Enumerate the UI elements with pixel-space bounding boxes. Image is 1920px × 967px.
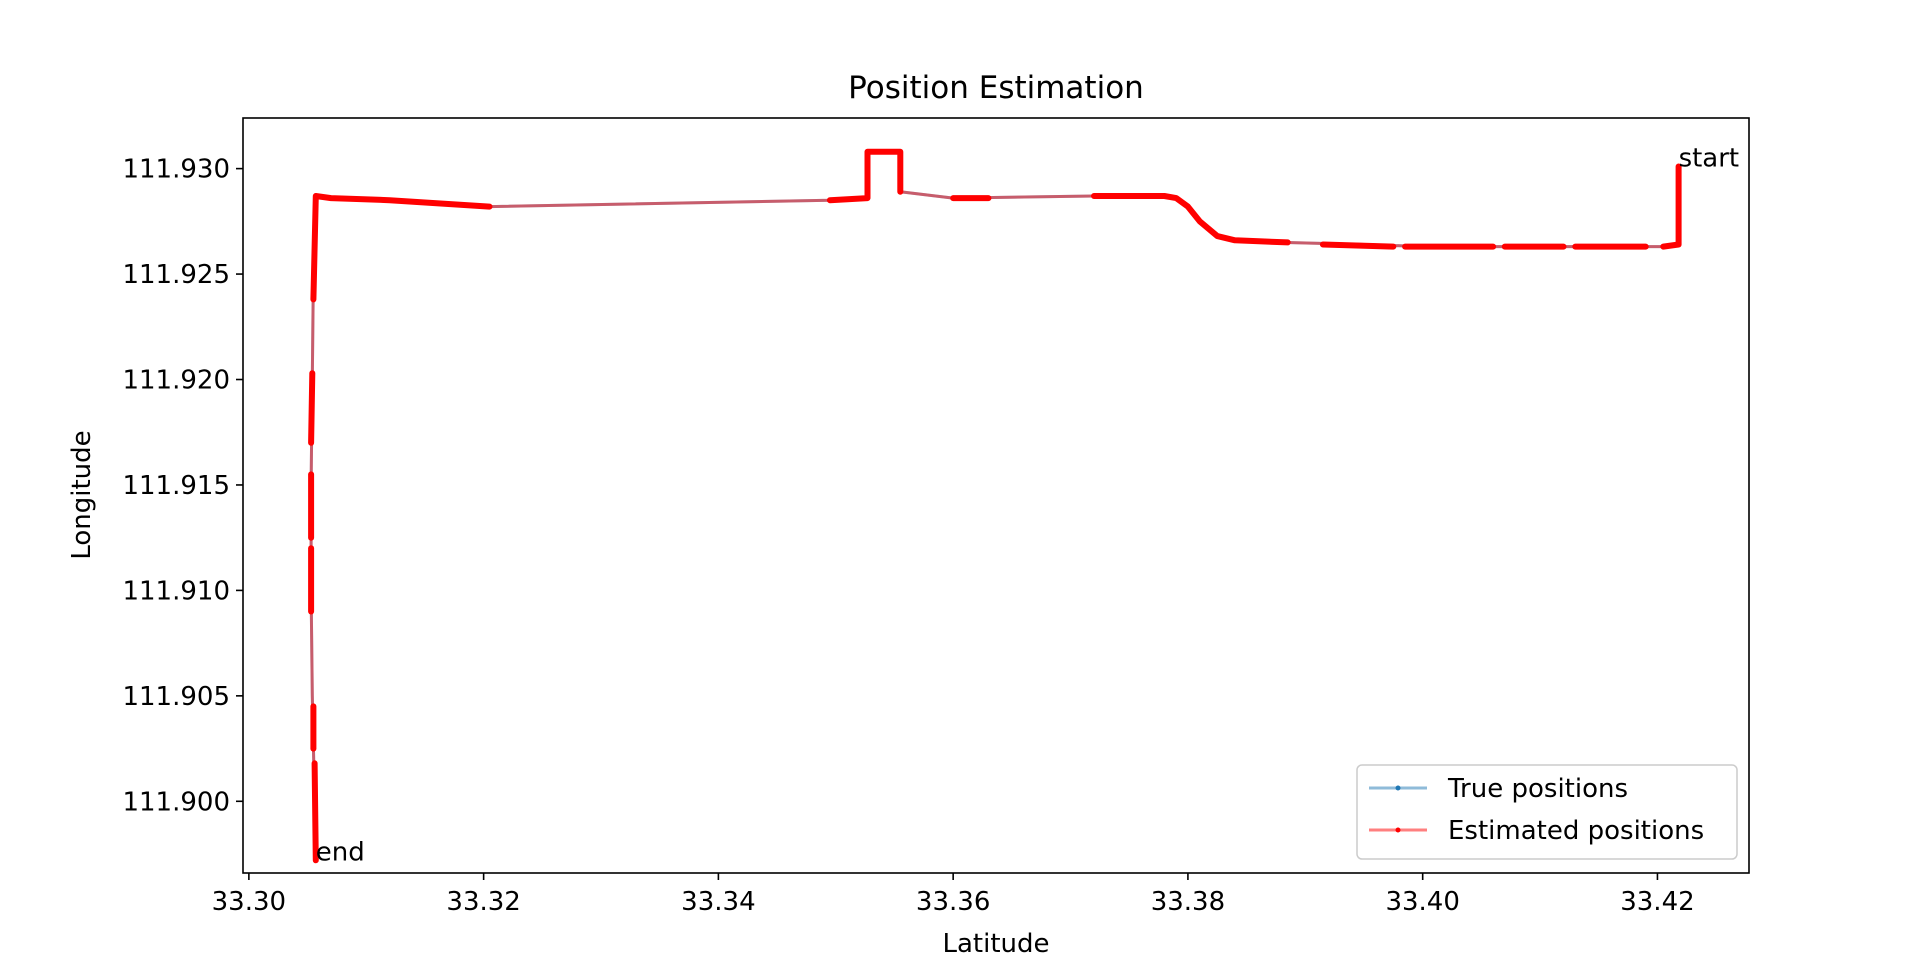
legend-box (1356, 764, 1738, 860)
plot-area (308, 148, 1682, 864)
estimated-marker-segment-8 (310, 193, 493, 303)
x-tick-label: 33.36 (916, 887, 990, 917)
x-tick-label: 33.38 (1151, 887, 1225, 917)
y-tick-label: 111.930 (122, 155, 230, 185)
y-tick-label: 111.920 (122, 366, 230, 396)
x-tick-label: 33.32 (446, 887, 520, 917)
y-tick-label: 111.925 (122, 260, 230, 290)
estimated-marker-segment-0 (1660, 163, 1682, 250)
annotation-start: start (1679, 144, 1740, 174)
estimated-marker-segment-5 (1091, 193, 1291, 246)
y-axis-label: Longitude (67, 430, 97, 559)
series-line-estimated-positions (309, 150, 1681, 861)
chart-title: Position Estimation (848, 70, 1144, 106)
estimated-marker-segment-4 (1319, 241, 1397, 250)
x-tick-label: 33.34 (681, 887, 755, 917)
legend-label-estimated-positions: Estimated positions (1448, 816, 1704, 846)
annotation-end: end (316, 837, 365, 867)
x-tick-label: 33.42 (1620, 887, 1694, 917)
estimated-marker-segment-13 (311, 760, 319, 864)
x-tick-label: 33.40 (1385, 887, 1459, 917)
x-tick-label: 33.30 (212, 887, 286, 917)
legend-marker-true-positions (1395, 785, 1401, 791)
legend-marker-estimated-positions (1395, 827, 1401, 833)
estimated-marker-segment-7 (826, 148, 904, 204)
y-axis: 111.900 111.905 111.910 111.915 111.920 111.9… (122, 155, 243, 817)
legend: True positions Estimated positions (1356, 764, 1738, 860)
y-tick-label: 111.915 (122, 471, 230, 501)
axes-frame (242, 117, 1750, 874)
series-line-true-positions (309, 150, 1681, 861)
y-tick-label: 111.905 (122, 682, 230, 712)
x-axis-label: Latitude (942, 929, 1049, 959)
x-axis: 33.30 33.32 33.34 33.36 33.38 33.40 33.42 (212, 873, 1695, 917)
y-tick-label: 111.910 (122, 576, 230, 606)
estimated-marker-segment-9 (308, 370, 316, 446)
annotations: start end (316, 144, 1739, 868)
legend-label-true-positions: True positions (1447, 774, 1628, 804)
y-tick-label: 111.900 (122, 787, 230, 817)
